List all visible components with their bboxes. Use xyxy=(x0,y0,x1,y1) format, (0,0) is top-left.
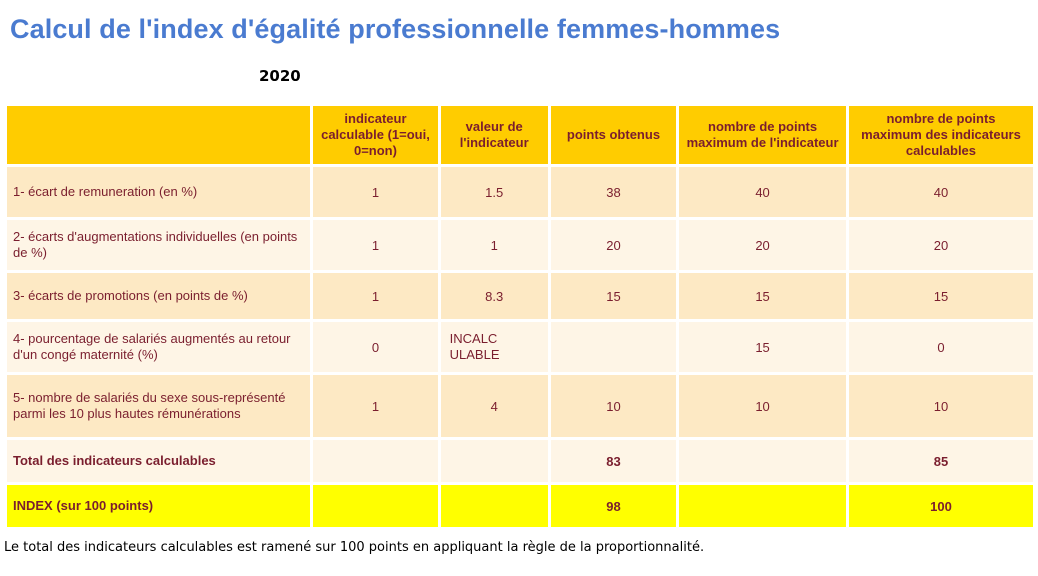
row-valeur-text: INCALC ULABLE xyxy=(449,331,500,362)
total-points: 83 xyxy=(550,440,677,482)
row-label: 3- écarts de promotions (en points de %) xyxy=(7,273,311,319)
header-label xyxy=(7,106,311,164)
row-max-calc: 15 xyxy=(848,273,1033,319)
total-row: Total des indicateurs calculables 83 85 xyxy=(7,440,1033,482)
row-valeur: 4 xyxy=(440,375,548,437)
row-calculable: 0 xyxy=(313,322,438,372)
footnote: Le total des indicateurs calculables est… xyxy=(4,540,705,555)
row-label: 2- écarts d'augmentations individuelles … xyxy=(7,220,311,270)
row-label: 4- pourcentage de salariés augmentés au … xyxy=(7,322,311,372)
row-calculable: 1 xyxy=(313,220,438,270)
header-calculable: indicateur calculable (1=oui, 0=non) xyxy=(313,106,438,164)
table-row: 2- écarts d'augmentations individuelles … xyxy=(7,220,1033,270)
table-row: 3- écarts de promotions (en points de %)… xyxy=(7,273,1033,319)
row-max: 15 xyxy=(679,273,846,319)
row-calculable: 1 xyxy=(313,167,438,217)
row-valeur: 1 xyxy=(440,220,548,270)
index-label: INDEX (sur 100 points) xyxy=(7,485,311,527)
row-calculable: 1 xyxy=(313,375,438,437)
page-title: Calcul de l'index d'égalité professionne… xyxy=(10,14,781,44)
year-label: 2020 xyxy=(259,67,301,85)
total-calculable xyxy=(313,440,438,482)
row-points: 38 xyxy=(550,167,677,217)
row-valeur: INCALC ULABLE xyxy=(440,322,548,372)
row-points: 20 xyxy=(550,220,677,270)
header-valeur: valeur de l'indicateur xyxy=(440,106,548,164)
header-points: points obtenus xyxy=(550,106,677,164)
index-table: indicateur calculable (1=oui, 0=non) val… xyxy=(4,103,1036,530)
row-points: 10 xyxy=(550,375,677,437)
row-max: 15 xyxy=(679,322,846,372)
table-row: 1- écart de remuneration (en %) 1 1.5 38… xyxy=(7,167,1033,217)
header-max-calc: nombre de points maximum des indicateurs… xyxy=(848,106,1033,164)
row-points xyxy=(550,322,677,372)
row-max: 10 xyxy=(679,375,846,437)
table-row: 4- pourcentage de salariés augmentés au … xyxy=(7,322,1033,372)
total-valeur xyxy=(440,440,548,482)
row-max-calc: 10 xyxy=(848,375,1033,437)
table-row: 5- nombre de salariés du sexe sous-repré… xyxy=(7,375,1033,437)
total-max-calc: 85 xyxy=(848,440,1033,482)
row-label: 5- nombre de salariés du sexe sous-repré… xyxy=(7,375,311,437)
row-points: 15 xyxy=(550,273,677,319)
index-max-calc: 100 xyxy=(848,485,1033,527)
index-valeur xyxy=(440,485,548,527)
row-label: 1- écart de remuneration (en %) xyxy=(7,167,311,217)
row-max-calc: 0 xyxy=(848,322,1033,372)
row-valeur: 8.3 xyxy=(440,273,548,319)
row-max-calc: 40 xyxy=(848,167,1033,217)
row-max: 40 xyxy=(679,167,846,217)
total-label: Total des indicateurs calculables xyxy=(7,440,311,482)
row-calculable: 1 xyxy=(313,273,438,319)
index-row: INDEX (sur 100 points) 98 100 xyxy=(7,485,1033,527)
index-points: 98 xyxy=(550,485,677,527)
table-header-row: indicateur calculable (1=oui, 0=non) val… xyxy=(7,106,1033,164)
total-max xyxy=(679,440,846,482)
header-max: nombre de points maximum de l'indicateur xyxy=(679,106,846,164)
row-valeur: 1.5 xyxy=(440,167,548,217)
row-max: 20 xyxy=(679,220,846,270)
row-max-calc: 20 xyxy=(848,220,1033,270)
index-calculable xyxy=(313,485,438,527)
index-max xyxy=(679,485,846,527)
